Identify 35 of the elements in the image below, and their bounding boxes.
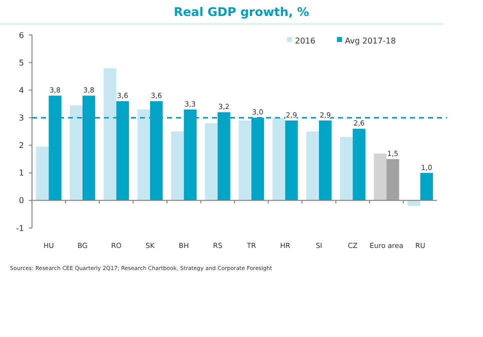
y-tick-label: 3: [18, 114, 24, 123]
bar: [251, 118, 264, 200]
bar: [285, 120, 298, 200]
bar: [306, 132, 319, 200]
bar: [374, 154, 386, 200]
y-tick-label: 6: [18, 30, 24, 40]
y-tick-label: 1: [18, 168, 24, 178]
bar: [420, 172, 433, 200]
legend-label: Avg 2017-18: [345, 36, 396, 46]
bar: [82, 96, 96, 200]
y-tick-label: -1: [16, 224, 24, 233]
y-tick-label: 0: [18, 196, 24, 206]
bar: [137, 109, 150, 200]
bar: [116, 101, 129, 200]
bar: [238, 120, 252, 200]
bar: [318, 120, 332, 200]
y-tick-label: 4: [18, 86, 24, 95]
bar: [36, 146, 49, 200]
bar: [272, 118, 286, 200]
bar: [204, 123, 218, 200]
bar: [171, 132, 184, 200]
bar: [218, 112, 230, 200]
bar: [408, 200, 420, 206]
y-tick-label: 5: [18, 58, 24, 68]
bar: [184, 109, 196, 200]
bar: [340, 137, 353, 200]
bar: [70, 105, 82, 200]
bar: [48, 96, 62, 200]
bar: [150, 101, 163, 200]
chart-title: Real GDP growth, %: [174, 5, 310, 19]
y-tick-label: 2: [18, 141, 24, 150]
bar: [104, 68, 116, 200]
bar: [352, 128, 366, 200]
bar: [386, 159, 400, 200]
legend-label: 2016: [295, 36, 316, 46]
